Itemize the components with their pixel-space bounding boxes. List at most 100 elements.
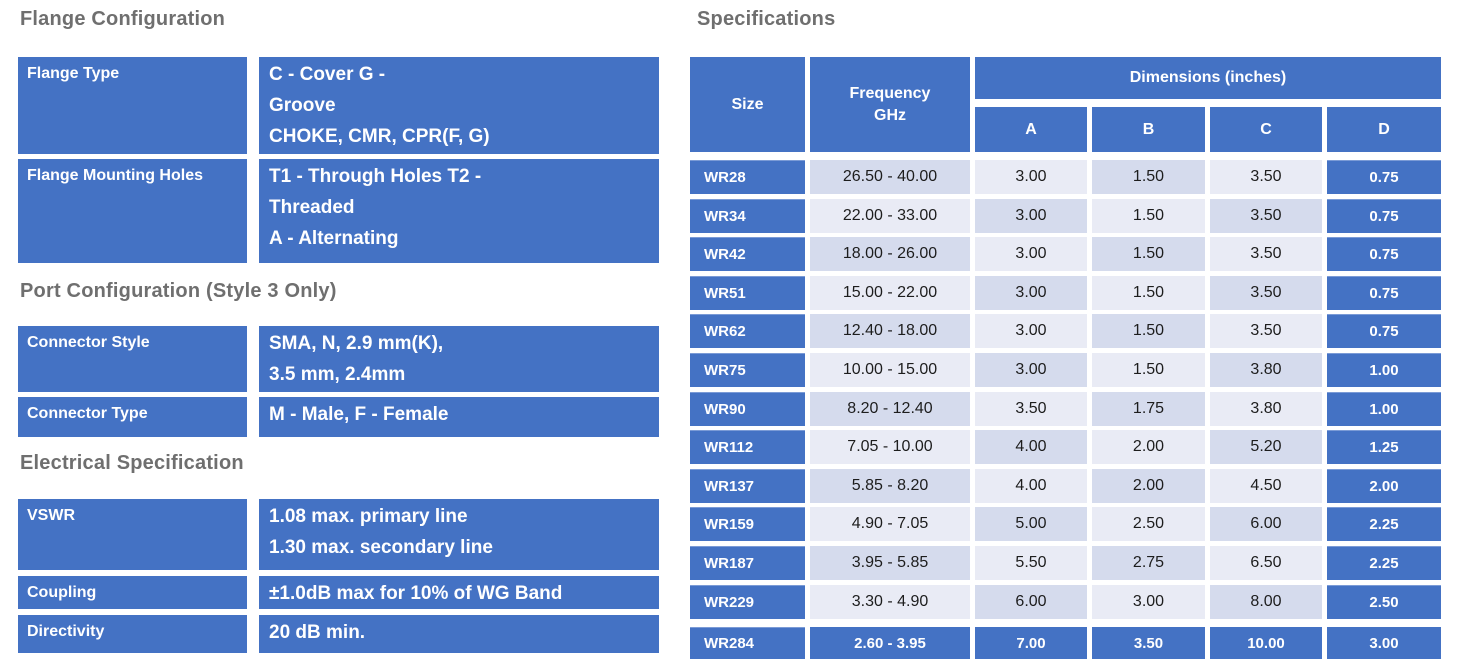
size-cell: WR51 — [690, 275, 805, 310]
dimension-c-cell: 4.50 — [1210, 468, 1322, 503]
spec-value-line: 1.30 max. secondary line — [269, 537, 493, 558]
port-configuration-table: Connector Style SMA, N, 2.9 mm(K), 3.5 mm… — [18, 326, 659, 437]
dimension-b-cell: 1.75 — [1092, 391, 1205, 426]
dimension-a-cell: 4.00 — [975, 430, 1087, 465]
spec-value-cell: C - Cover G - Groove CHOKE, CMR, CPR(F, G) — [259, 57, 659, 154]
spec-label-cell: Flange Type — [18, 57, 247, 154]
frequency-cell: 18.00 - 26.00 — [810, 237, 970, 272]
dimension-b-cell: 2.75 — [1092, 545, 1205, 580]
dimension-a-cell: 3.50 — [975, 391, 1087, 426]
dimension-d-cell: 1.00 — [1327, 352, 1441, 387]
frequency-cell: 5.85 - 8.20 — [810, 468, 970, 503]
dimension-b-cell: 1.50 — [1092, 275, 1205, 310]
spec-label-cell: Directivity — [18, 615, 247, 653]
specifications-table-header: Size Frequency GHz Dimensions (inches) A… — [690, 57, 1441, 152]
dimension-a-cell: 5.50 — [975, 545, 1087, 580]
dimension-a-cell: 3.00 — [975, 314, 1087, 349]
size-cell: WR62 — [690, 314, 805, 349]
dimension-d-cell: 1.00 — [1327, 391, 1441, 426]
dimension-a-cell: 6.00 — [975, 584, 1087, 619]
dimension-d-cell: 0.75 — [1327, 275, 1441, 310]
dimension-a-cell: 3.00 — [975, 352, 1087, 387]
spec-value-line: 20 dB min. — [269, 622, 366, 643]
electrical-specification-heading: Electrical Specification — [20, 452, 244, 474]
frequency-cell: 26.50 - 40.00 — [810, 160, 970, 194]
dimension-a-column-header: A — [975, 107, 1087, 152]
dimension-c-cell: 3.50 — [1210, 198, 1322, 233]
dimension-b-cell: 1.50 — [1092, 314, 1205, 349]
spec-value-cell: T1 - Through Holes T2 - Threaded A - Alter… — [259, 159, 659, 263]
dimension-c-cell: 3.80 — [1210, 352, 1322, 387]
dimension-a-cell: 3.00 — [975, 160, 1087, 194]
frequency-column-header: Frequency GHz — [810, 57, 970, 152]
dimension-a-cell: 7.00 — [975, 627, 1087, 659]
dimension-b-column-header: B — [1092, 107, 1205, 152]
size-cell: WR75 — [690, 352, 805, 387]
dimension-b-cell: 2.00 — [1092, 468, 1205, 503]
frequency-header-line2: GHz — [874, 106, 906, 124]
spec-value-line: T1 - Through Holes T2 - — [269, 166, 482, 187]
dimension-d-cell: 1.25 — [1327, 430, 1441, 465]
spec-value-line: M - Male, F - Female — [269, 404, 449, 425]
frequency-cell: 12.40 - 18.00 — [810, 314, 970, 349]
dimension-d-cell: 0.75 — [1327, 198, 1441, 233]
dimensions-group-header: Dimensions (inches) — [975, 57, 1441, 99]
frequency-cell: 10.00 - 15.00 — [810, 352, 970, 387]
dimension-c-cell: 6.00 — [1210, 507, 1322, 542]
frequency-cell: 7.05 - 10.00 — [810, 430, 970, 465]
dimension-b-cell: 3.50 — [1092, 627, 1205, 659]
dimension-d-cell: 0.75 — [1327, 314, 1441, 349]
spec-value-cell: ±1.0dB max for 10% of WG Band — [259, 576, 659, 609]
dimension-c-cell: 5.20 — [1210, 430, 1322, 465]
frequency-cell: 8.20 - 12.40 — [810, 391, 970, 426]
spec-value-line: C - Cover G - — [269, 64, 386, 85]
specifications-table-body: WR28 26.50 - 40.00 3.00 1.50 3.50 0.75 WR34 22.… — [690, 160, 1441, 619]
size-cell: WR90 — [690, 391, 805, 426]
size-cell: WR229 — [690, 584, 805, 619]
dimension-a-cell: 3.00 — [975, 237, 1087, 272]
size-column-header: Size — [690, 57, 805, 152]
dimension-d-cell: 0.75 — [1327, 160, 1441, 194]
port-configuration-heading: Port Configuration (Style 3 Only) — [20, 280, 337, 302]
dimension-b-cell: 1.50 — [1092, 352, 1205, 387]
size-cell: WR159 — [690, 507, 805, 542]
size-cell: WR284 — [690, 627, 805, 659]
spec-label-cell: Connector Style — [18, 326, 247, 392]
frequency-cell: 2.60 - 3.95 — [810, 627, 970, 659]
dimension-c-cell: 3.50 — [1210, 275, 1322, 310]
frequency-cell: 3.95 - 5.85 — [810, 545, 970, 580]
spec-value-line: Threaded — [269, 197, 355, 218]
size-cell: WR112 — [690, 430, 805, 465]
frequency-cell: 3.30 - 4.90 — [810, 584, 970, 619]
spec-value-cell: SMA, N, 2.9 mm(K), 3.5 mm, 2.4mm — [259, 326, 659, 392]
dimension-d-column-header: D — [1327, 107, 1441, 152]
dimension-c-cell: 6.50 — [1210, 545, 1322, 580]
spec-label-cell: Connector Type — [18, 397, 247, 437]
spec-value-line: 1.08 max. primary line — [269, 506, 468, 527]
frequency-cell: 15.00 - 22.00 — [810, 275, 970, 310]
frequency-header-line1: Frequency — [849, 84, 931, 102]
dimension-d-cell: 2.50 — [1327, 584, 1441, 619]
dimension-c-cell: 3.80 — [1210, 391, 1322, 426]
spec-value-line: SMA, N, 2.9 mm(K), — [269, 333, 444, 354]
size-cell: WR137 — [690, 468, 805, 503]
dimension-b-cell: 1.50 — [1092, 237, 1205, 272]
dimension-a-cell: 3.00 — [975, 275, 1087, 310]
dimension-a-cell: 5.00 — [975, 507, 1087, 542]
dimension-c-column-header: C — [1210, 107, 1322, 152]
dimension-b-cell: 2.50 — [1092, 507, 1205, 542]
frequency-cell: 4.90 - 7.05 — [810, 507, 970, 542]
spec-value-cell: M - Male, F - Female — [259, 397, 659, 437]
dimension-c-cell: 3.50 — [1210, 237, 1322, 272]
dimension-d-cell: 2.00 — [1327, 468, 1441, 503]
dimension-b-cell: 2.00 — [1092, 430, 1205, 465]
spec-value-cell: 1.08 max. primary line 1.30 max. secondar… — [259, 499, 659, 570]
size-cell: WR34 — [690, 198, 805, 233]
specifications-heading: Specifications — [697, 8, 836, 30]
spec-label-cell: Coupling — [18, 576, 247, 609]
frequency-cell: 22.00 - 33.00 — [810, 198, 970, 233]
flange-configuration-table: Flange Type C - Cover G - Groove CHOKE, CM… — [18, 57, 659, 263]
electrical-specification-table: VSWR 1.08 max. primary line 1.30 max. sec… — [18, 499, 659, 653]
size-cell: WR28 — [690, 160, 805, 194]
